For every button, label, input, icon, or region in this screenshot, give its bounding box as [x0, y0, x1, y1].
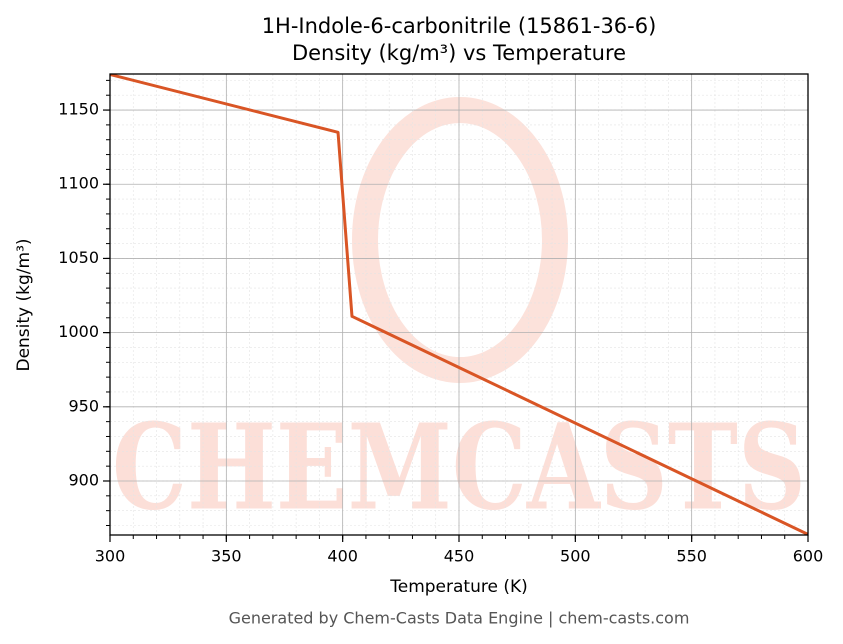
- x-tick-label: 600: [793, 547, 824, 566]
- data-line: [110, 74, 808, 535]
- y-tick-label: 900: [68, 470, 99, 489]
- x-tick-label: 400: [327, 547, 358, 566]
- x-tick-label: 300: [95, 547, 126, 566]
- y-tick-label: 1100: [58, 174, 99, 193]
- y-axis-label: Density (kg/m³): [14, 238, 34, 371]
- footer: Generated by Chem-Casts Data Engine | ch…: [229, 609, 690, 628]
- x-tick-label: 550: [676, 547, 707, 566]
- y-tick-label: 1150: [58, 100, 99, 119]
- chart-subtitle: Density (kg/m³) vs Temperature: [292, 41, 626, 65]
- plot-frame: [109, 73, 809, 536]
- y-tick-label: 1000: [58, 322, 99, 341]
- x-axis-label: Temperature (K): [389, 577, 528, 597]
- y-tick-label: 950: [68, 396, 99, 415]
- x-tick-label: 500: [560, 547, 591, 566]
- x-tick-label: 350: [211, 547, 242, 566]
- chart-title: 1H-Indole-6-carbonitrile (15861-36-6): [262, 14, 657, 38]
- x-tick-label: 450: [444, 547, 475, 566]
- y-tick-label: 1050: [58, 248, 99, 267]
